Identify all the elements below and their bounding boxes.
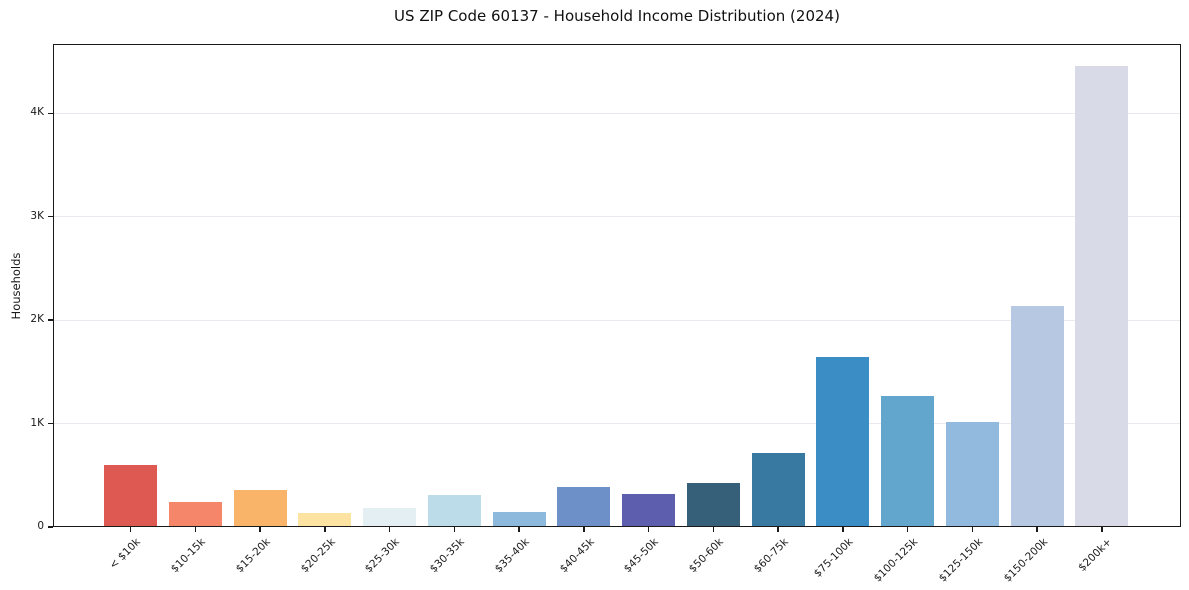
x-tick-label: $100-125k — [871, 536, 921, 585]
x-tick-mark — [259, 527, 261, 532]
x-tick-label: $30-35k — [427, 536, 467, 576]
bar-40-45k — [557, 486, 611, 526]
gridline-3K — [53, 216, 1181, 218]
x-tick-mark — [1101, 527, 1103, 532]
bar-60-75k — [751, 452, 805, 526]
x-tick-label: $20-25k — [298, 536, 338, 576]
bar-45-50k — [622, 493, 676, 526]
y-tick-label: 2K — [30, 313, 44, 326]
bar-200k — [1075, 65, 1129, 526]
bar-10-15k — [168, 502, 222, 526]
x-tick-label: $60-75k — [751, 536, 791, 576]
y-tick-mark — [48, 215, 53, 218]
x-tick-label: $15-20k — [233, 536, 273, 576]
x-tick-mark — [324, 527, 326, 532]
x-tick-mark — [712, 527, 715, 532]
y-tick-label: 1K — [30, 416, 44, 429]
y-tick-mark — [48, 526, 53, 528]
bar-25-30k — [363, 508, 417, 526]
gridline-2K — [53, 319, 1181, 321]
x-tick-label: $50-60k — [686, 536, 726, 576]
x-tick-label: $40-45k — [557, 536, 597, 576]
y-tick-label: 0 — [37, 520, 44, 532]
x-tick-mark — [906, 527, 909, 532]
x-tick-mark — [388, 527, 391, 532]
y-tick-label: 4K — [30, 106, 44, 119]
bar-75-100k — [816, 357, 870, 526]
x-tick-mark — [647, 527, 650, 532]
y-tick-label: 3K — [30, 209, 44, 222]
y-tick-mark — [48, 112, 53, 115]
bar-150-200k — [1010, 305, 1064, 526]
bar-125-150k — [945, 421, 999, 526]
x-tick-mark — [453, 527, 456, 532]
x-tick-mark — [971, 527, 974, 532]
bar-30-35k — [427, 495, 481, 526]
x-tick-mark — [129, 527, 132, 532]
gridline-1K — [53, 423, 1181, 425]
chart-title: US ZIP Code 60137 - Household Income Dis… — [394, 7, 840, 25]
x-tick-label: $200k+ — [1076, 536, 1115, 574]
bar-15-20k — [233, 490, 287, 526]
y-tick-mark — [48, 422, 53, 425]
bar-100-125k — [881, 395, 935, 526]
x-tick-mark — [194, 527, 197, 532]
bar-50-60k — [686, 482, 740, 526]
bar-10k — [104, 464, 158, 526]
x-tick-mark — [777, 527, 779, 532]
bar-20-25k — [298, 512, 352, 526]
x-tick-mark — [842, 527, 844, 532]
x-tick-label: $75-100k — [811, 536, 856, 580]
x-tick-mark — [1036, 527, 1038, 532]
x-tick-mark — [518, 527, 520, 532]
x-tick-label: $10-15k — [168, 536, 208, 576]
y-tick-mark — [48, 319, 53, 321]
x-tick-label: $150-200k — [1001, 536, 1050, 585]
x-tick-label: $35-40k — [492, 536, 532, 576]
x-tick-label: $25-30k — [363, 536, 403, 576]
x-tick-mark — [583, 527, 585, 532]
x-tick-label: $125-150k — [936, 536, 985, 585]
x-tick-label: $45-50k — [622, 536, 662, 576]
gridline-4K — [53, 112, 1181, 114]
bar-35-40k — [492, 512, 546, 526]
x-tick-label: < $10k — [107, 536, 144, 572]
